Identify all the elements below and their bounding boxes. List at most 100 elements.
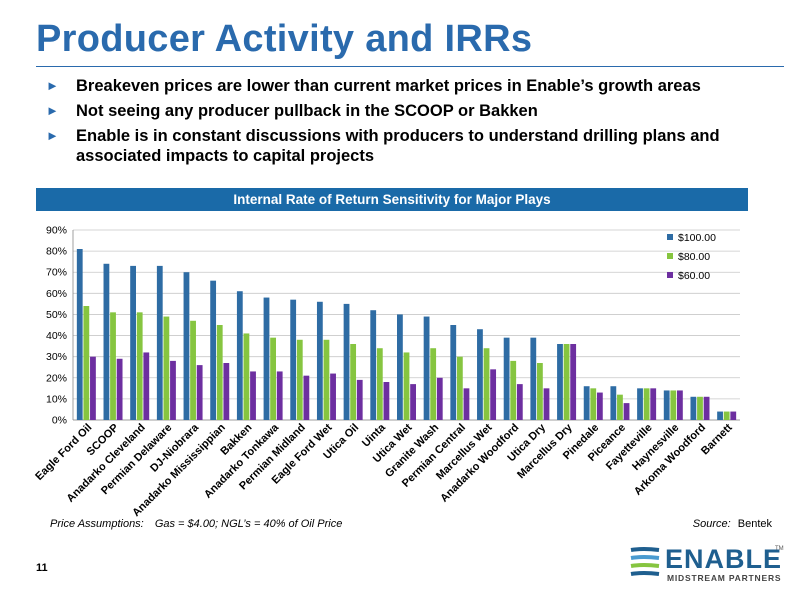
bar-80 [163,316,170,420]
category-label: Eagle Ford Oil [33,422,94,483]
bar-80 [670,390,677,420]
legend-swatch [667,253,673,259]
bar-60 [330,373,336,420]
bar-60 [596,392,603,420]
bar-80 [296,339,303,420]
enable-logo-icon [630,547,660,576]
y-tick-label: 70% [46,267,67,279]
bar-60 [196,365,203,420]
y-tick-label: 20% [46,372,67,384]
bar-60 [116,358,123,420]
y-tick-label: 60% [46,288,67,300]
bar-100 [637,388,643,420]
bar-80 [83,306,90,420]
source-label: Source: [692,518,731,530]
bar-80 [243,333,250,420]
bar-80 [350,344,357,420]
bar-60 [356,379,363,420]
bar-80 [136,312,143,420]
y-tick-label: 80% [46,246,67,258]
bar-80 [537,363,543,420]
bar-80 [510,360,517,420]
bullet-text: Breakeven prices are lower than current … [76,77,701,95]
chart-title-banner: Internal Rate of Return Sensitivity for … [36,188,748,211]
bar-60 [516,384,523,420]
bar-60 [543,388,550,420]
bar-80 [456,356,463,420]
bar-80 [563,344,570,420]
bar-60 [463,388,470,420]
bullet-list: ► Breakeven prices are lower than current… [46,76,776,171]
bar-100 [130,265,136,420]
bar-60 [730,411,737,420]
bar-100 [663,390,670,420]
logo-trademark: TM [775,546,784,552]
legend-label: $100.00 [678,232,716,244]
bar-100 [423,316,430,420]
bar-80 [323,339,330,420]
bar-60 [143,352,150,420]
price-assumptions: Price Assumptions: Gas = $4.00; NGL’s = … [50,518,342,530]
price-assumptions-text: Gas = $4.00; NGL’s = 40% of Oil Price [154,518,343,530]
bar-80 [110,312,116,420]
title-divider [36,66,784,67]
logo-tagline: MIDSTREAM PARTNERS [667,573,782,583]
bar-80 [216,325,223,420]
bullet-item: ► Not seeing any producer pullback in the… [46,101,776,121]
y-tick-label: 0% [52,415,67,427]
bar-100 [210,280,217,420]
bar-100 [557,344,563,420]
bar-100 [263,297,270,420]
bar-100 [290,299,297,420]
bullet-arrow-icon: ► [46,128,59,143]
bar-60 [276,371,283,420]
bar-80 [403,352,410,420]
bar-60 [250,371,256,420]
bullet-text: Enable is in constant discussions with p… [76,127,720,165]
legend-label: $60.00 [678,270,710,282]
logo-wordmark: ENABLE [665,544,783,574]
bar-60 [703,396,710,420]
y-tick-label: 50% [46,309,67,321]
bar-100 [503,337,510,420]
legend-label: $80.00 [678,251,710,263]
bar-100 [477,329,483,420]
bullet-item: ► Enable is in constant discussions with … [46,126,776,166]
bar-100 [370,310,377,420]
slide-title: Producer Activity and IRRs [36,18,533,60]
bullet-arrow-icon: ► [46,78,59,93]
bar-60 [677,390,683,420]
bar-60 [490,369,497,420]
bar-100 [316,301,323,420]
source-note: Source: Bentek [693,518,772,530]
bar-80 [643,388,650,420]
bar-100 [156,265,163,420]
bar-80 [270,337,276,420]
bar-60 [223,363,230,420]
bar-80 [697,396,703,420]
bar-100 [717,411,723,420]
bar-60 [90,356,96,420]
bar-80 [723,411,730,420]
source-text: Bentek [737,518,772,530]
bar-60 [170,360,176,420]
bar-100 [610,386,617,420]
bar-100 [583,386,590,420]
bullet-text: Not seeing any producer pullback in the … [76,102,538,120]
bar-100 [236,291,243,420]
bar-100 [397,314,403,420]
price-assumptions-label: Price Assumptions: [50,518,144,530]
bar-100 [183,272,190,420]
bar-60 [303,375,310,420]
bar-60 [623,403,630,420]
bar-60 [383,382,390,420]
bar-80 [376,348,383,420]
bar-80 [430,348,437,420]
bar-60 [410,384,416,420]
bar-100 [450,325,457,420]
y-tick-label: 90% [46,225,67,237]
y-tick-label: 30% [46,351,67,363]
legend-swatch [667,234,673,240]
bar-100 [530,337,537,420]
